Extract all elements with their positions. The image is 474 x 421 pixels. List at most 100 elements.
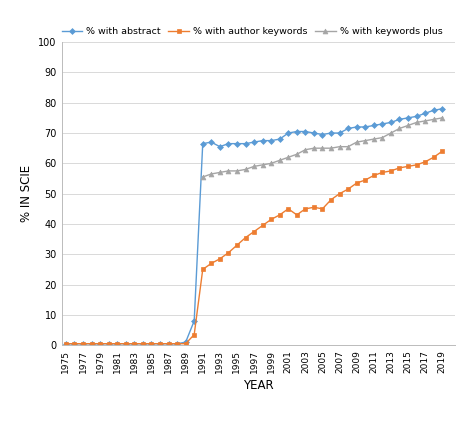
% with abstract: [345, 126, 351, 131]
% with abstract: [337, 131, 342, 136]
% with abstract: [148, 341, 154, 346]
% with abstract: [217, 144, 223, 149]
% with abstract: [363, 125, 368, 130]
% with abstract: [405, 115, 411, 120]
% with abstract: [63, 341, 69, 346]
% with keywords plus: [251, 164, 257, 169]
% with author keywords: [72, 341, 77, 346]
% with keywords plus: [234, 168, 240, 173]
% with author keywords: [226, 250, 231, 255]
% with author keywords: [123, 341, 128, 346]
% with keywords plus: [397, 126, 402, 131]
% with author keywords: [363, 178, 368, 183]
% with author keywords: [183, 341, 189, 346]
% with keywords plus: [431, 117, 437, 122]
% with author keywords: [439, 149, 445, 154]
% with author keywords: [174, 341, 180, 346]
% with abstract: [243, 141, 248, 146]
% with author keywords: [200, 267, 206, 272]
% with abstract: [157, 341, 163, 346]
% with abstract: [380, 121, 385, 126]
% with author keywords: [251, 229, 257, 234]
% with author keywords: [217, 256, 223, 261]
% with abstract: [388, 120, 394, 125]
% with abstract: [285, 131, 291, 136]
% with abstract: [302, 129, 308, 134]
% with author keywords: [140, 341, 146, 346]
% with author keywords: [234, 242, 240, 248]
% with author keywords: [268, 217, 274, 222]
% with keywords plus: [371, 136, 377, 141]
% with author keywords: [294, 212, 300, 217]
% with keywords plus: [268, 161, 274, 166]
% with author keywords: [337, 191, 342, 196]
% with abstract: [114, 341, 120, 346]
% with abstract: [80, 341, 86, 346]
% with abstract: [183, 340, 189, 345]
% with abstract: [371, 123, 377, 128]
% with abstract: [260, 138, 265, 143]
% with author keywords: [285, 206, 291, 211]
Line: % with abstract: % with abstract: [64, 107, 444, 346]
% with keywords plus: [380, 135, 385, 140]
% with author keywords: [243, 235, 248, 240]
% with abstract: [226, 141, 231, 146]
% with abstract: [72, 341, 77, 346]
Legend: % with abstract, % with author keywords, % with keywords plus: % with abstract, % with author keywords,…: [62, 27, 442, 36]
% with author keywords: [397, 165, 402, 171]
% with author keywords: [80, 341, 86, 346]
% with abstract: [209, 140, 214, 145]
% with author keywords: [354, 181, 360, 186]
% with author keywords: [319, 206, 325, 211]
% with keywords plus: [294, 152, 300, 157]
% with author keywords: [157, 341, 163, 346]
% with author keywords: [89, 341, 94, 346]
% with abstract: [268, 138, 274, 143]
% with keywords plus: [285, 155, 291, 160]
% with abstract: [140, 341, 146, 346]
% with author keywords: [422, 159, 428, 164]
% with abstract: [123, 341, 128, 346]
% with keywords plus: [422, 118, 428, 123]
% with author keywords: [302, 206, 308, 211]
% with keywords plus: [277, 158, 283, 163]
% with author keywords: [148, 341, 154, 346]
% with author keywords: [97, 341, 103, 346]
% with keywords plus: [260, 163, 265, 168]
% with author keywords: [405, 164, 411, 169]
% with keywords plus: [302, 147, 308, 152]
% with author keywords: [191, 332, 197, 337]
% with abstract: [354, 125, 360, 130]
% with abstract: [319, 132, 325, 137]
% with keywords plus: [217, 170, 223, 175]
% with author keywords: [114, 341, 120, 346]
% with author keywords: [63, 341, 69, 346]
% with author keywords: [166, 341, 172, 346]
% with author keywords: [131, 341, 137, 346]
X-axis label: YEAR: YEAR: [243, 378, 273, 392]
% with keywords plus: [414, 120, 419, 125]
% with abstract: [251, 140, 257, 145]
% with abstract: [106, 341, 111, 346]
% with author keywords: [388, 168, 394, 173]
% with abstract: [311, 131, 317, 136]
% with author keywords: [371, 173, 377, 178]
% with abstract: [431, 108, 437, 113]
% with abstract: [166, 341, 172, 346]
% with author keywords: [328, 197, 334, 202]
Line: % with keywords plus: % with keywords plus: [201, 115, 445, 179]
% with abstract: [200, 141, 206, 146]
% with abstract: [131, 341, 137, 346]
% with author keywords: [431, 155, 437, 160]
% with author keywords: [311, 205, 317, 210]
% with abstract: [277, 136, 283, 141]
% with author keywords: [380, 170, 385, 175]
% with abstract: [422, 111, 428, 116]
% with abstract: [191, 318, 197, 323]
% with keywords plus: [354, 140, 360, 145]
% with keywords plus: [319, 146, 325, 151]
% with abstract: [234, 141, 240, 146]
% with abstract: [397, 117, 402, 122]
% with abstract: [439, 106, 445, 111]
% with author keywords: [277, 212, 283, 217]
